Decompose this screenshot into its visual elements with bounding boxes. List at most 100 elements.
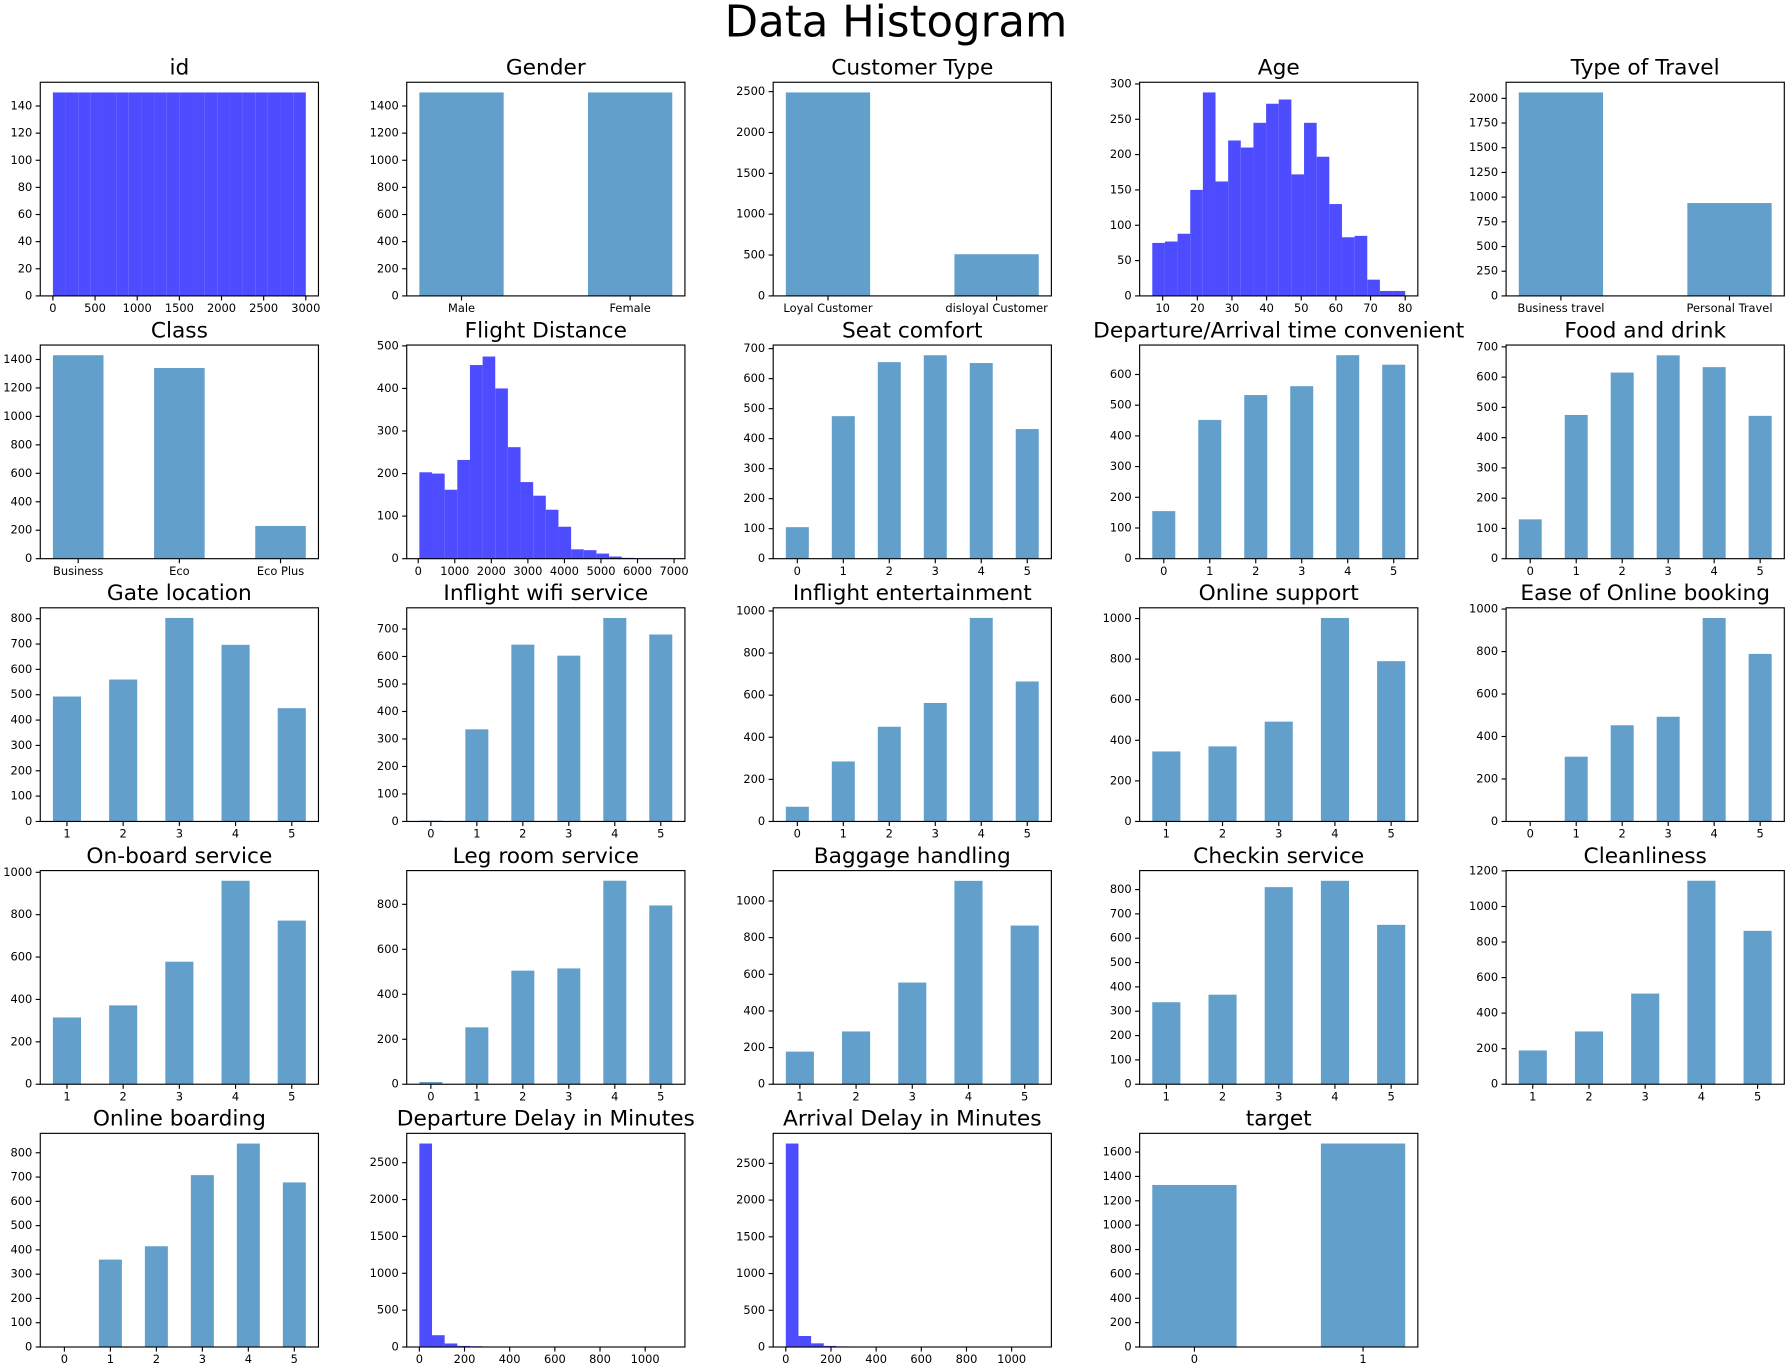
hist-bar: [1215, 181, 1229, 296]
y-tick-label: 700: [743, 341, 765, 355]
bar: [1518, 92, 1604, 296]
bar: [1564, 414, 1588, 559]
x-tick-label: 400: [865, 1352, 887, 1366]
bar: [1208, 746, 1237, 822]
y-tick-label: 0: [1124, 288, 1131, 302]
bar: [221, 644, 250, 822]
y-tick-label: 80: [18, 180, 33, 194]
x-tick-label: 1500: [165, 301, 194, 315]
hist-bar: [533, 495, 546, 559]
y-tick-label: 500: [10, 687, 32, 701]
y-tick-label: 1200: [3, 380, 32, 394]
hist-bar: [1278, 99, 1292, 296]
hist-bar: [432, 473, 445, 559]
x-tick-label: 1: [840, 827, 847, 841]
bar: [52, 696, 82, 822]
x-tick-label: 5000: [586, 564, 615, 578]
bar: [109, 679, 138, 822]
x-tick-label: 3: [932, 564, 939, 578]
y-tick-label: 500: [743, 1303, 765, 1317]
y-tick-label: 600: [377, 207, 399, 221]
x-tick-label: 5: [1388, 827, 1395, 841]
y-tick-label: 1000: [370, 153, 399, 167]
y-tick-label: 200: [1476, 1041, 1498, 1055]
y-tick-label: 140: [10, 98, 32, 112]
bar: [877, 362, 901, 559]
y-tick-label: 0: [758, 814, 765, 828]
axes-frame: [406, 1132, 686, 1348]
y-tick-label: 500: [1476, 400, 1498, 414]
panel-title: Type of Travel: [1570, 56, 1720, 81]
y-tick-label: 300: [743, 461, 765, 475]
y-tick-label: 300: [1476, 460, 1498, 474]
x-tick-label: 4: [611, 827, 618, 841]
y-tick-label: 400: [377, 704, 399, 718]
panel-title: Online support: [1199, 581, 1359, 606]
panel-title: Inflight wifi service: [443, 581, 648, 606]
axes-frame: [39, 870, 320, 1085]
y-tick-label: 200: [1110, 490, 1132, 504]
hist-bar: [103, 92, 117, 296]
y-tick-label: 2000: [736, 1193, 765, 1207]
y-tick-label: 300: [10, 738, 32, 752]
y-tick-label: 300: [1110, 1004, 1132, 1018]
hist-bar: [1164, 241, 1178, 296]
hist-bar: [432, 1335, 445, 1348]
y-tick-label: 800: [743, 930, 765, 944]
bar: [1748, 415, 1772, 559]
y-tick-label: 200: [377, 261, 399, 275]
y-tick-label: 700: [377, 621, 399, 635]
bar: [785, 1051, 814, 1085]
y-tick-label: 1200: [370, 126, 399, 140]
y-tick-label: 800: [1110, 652, 1132, 666]
y-tick-label: 400: [743, 431, 765, 445]
y-tick-label: 600: [743, 967, 765, 981]
axes-frame: [1505, 607, 1785, 823]
x-tick-label: 5: [1021, 1089, 1028, 1103]
bar: [785, 527, 809, 559]
y-tick-label: 700: [1110, 906, 1132, 920]
x-tick-label: 0: [416, 1352, 423, 1366]
x-tick-label: 1: [1529, 1089, 1536, 1103]
hist-bar: [419, 472, 433, 559]
y-tick-label: 0: [758, 1340, 765, 1354]
bar: [255, 525, 306, 559]
y-tick-label: 400: [1110, 1291, 1132, 1305]
bar: [923, 702, 947, 822]
y-tick-label: 400: [1476, 1006, 1498, 1020]
y-tick-label: 1600: [1103, 1145, 1132, 1159]
x-tick-label: 10: [1155, 301, 1170, 315]
x-tick-label: Eco Plus: [257, 564, 304, 578]
x-tick-label: 3: [1298, 564, 1305, 578]
y-tick-label: 0: [1124, 551, 1131, 565]
x-tick-label: 2: [1585, 1089, 1592, 1103]
hist-bar: [596, 553, 610, 559]
bar: [1564, 756, 1588, 822]
x-tick-label: 4: [978, 827, 985, 841]
x-tick-label: 600: [544, 1352, 566, 1366]
hist-bar: [229, 92, 243, 296]
x-tick-label: 3: [176, 827, 183, 841]
x-tick-label: 20: [1190, 301, 1205, 315]
y-tick-label: 50: [1117, 253, 1132, 267]
y-tick-label: 400: [10, 494, 32, 508]
hist-bar: [1392, 290, 1406, 296]
bar: [1320, 617, 1349, 822]
x-tick-label: 4: [232, 1089, 239, 1103]
bar: [1610, 372, 1634, 559]
y-tick-label: 1400: [1103, 1169, 1132, 1183]
y-tick-label: 800: [377, 180, 399, 194]
y-tick-label: 600: [10, 1194, 32, 1208]
y-tick-label: 600: [10, 950, 32, 964]
bar: [603, 880, 627, 1085]
x-tick-label: 2000: [477, 564, 506, 578]
y-tick-label: 1250: [1469, 165, 1498, 179]
bar: [165, 961, 194, 1085]
x-tick-label: 600: [910, 1352, 932, 1366]
y-tick-label: 200: [1110, 147, 1132, 161]
x-tick-label: 0: [427, 1089, 434, 1103]
x-tick-label: Business travel: [1517, 301, 1604, 315]
panel-title: Cleanliness: [1584, 844, 1707, 869]
hist-bar: [1304, 122, 1317, 296]
x-tick-label: 3000: [513, 564, 542, 578]
